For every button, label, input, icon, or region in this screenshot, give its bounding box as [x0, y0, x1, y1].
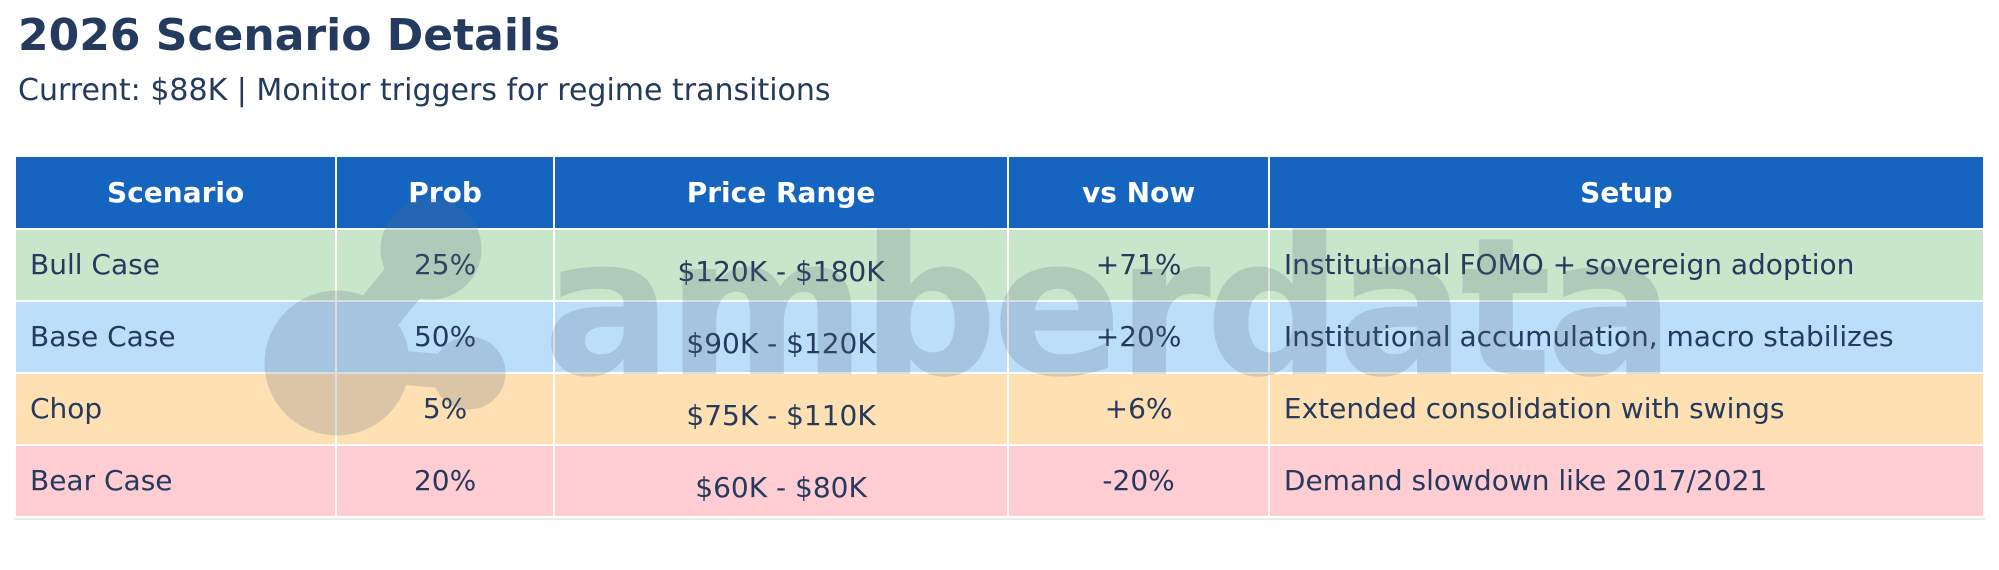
scenario-table: Scenario Prob Price Range vs Now Setup B…	[14, 155, 1985, 518]
scenario-table-container: Scenario Prob Price Range vs Now Setup B…	[14, 155, 1985, 518]
cell-price-range: $90K - $120K	[554, 301, 1008, 372]
column-header-scenario: Scenario	[16, 156, 336, 228]
cell-scenario: Bear Case	[16, 445, 336, 516]
cell-vs-now: -20%	[1009, 445, 1268, 516]
table-header-row: Scenario Prob Price Range vs Now Setup	[16, 156, 1983, 228]
table-row-base-case: Base Case 50% $90K - $120K +20% Institut…	[16, 301, 1983, 372]
page-subtitle: Current: $88K | Monitor triggers for reg…	[18, 73, 831, 109]
table-row-bull-case: Bull Case 25% $120K - $180K +71% Institu…	[16, 229, 1983, 300]
cell-prob: 5%	[337, 373, 553, 444]
cell-prob: 25%	[337, 229, 553, 300]
scenario-details-figure: 2026 Scenario Details Current: $88K | Mo…	[0, 10, 1999, 570]
column-header-setup: Setup	[1269, 156, 1983, 228]
price-range-value: $90K - $120K	[686, 327, 876, 361]
cell-vs-now: +6%	[1009, 373, 1268, 444]
cell-setup: Institutional FOMO + sovereign adoption	[1269, 229, 1983, 300]
cell-setup: Institutional accumulation, macro stabil…	[1269, 301, 1983, 372]
price-range-value: $60K - $80K	[695, 471, 867, 505]
column-header-price-range: Price Range	[554, 156, 1008, 228]
cell-prob: 50%	[337, 301, 553, 372]
cell-scenario: Bull Case	[16, 229, 336, 300]
cell-setup: Demand slowdown like 2017/2021	[1269, 445, 1983, 516]
table-row-chop: Chop 5% $75K - $110K +6% Extended consol…	[16, 373, 1983, 444]
table-row-bear-case: Bear Case 20% $60K - $80K -20% Demand sl…	[16, 445, 1983, 516]
cell-setup: Extended consolidation with swings	[1269, 373, 1983, 444]
column-header-prob: Prob	[337, 156, 553, 228]
cell-scenario: Chop	[16, 373, 336, 444]
price-range-value: $75K - $110K	[686, 399, 876, 433]
cell-prob: 20%	[337, 445, 553, 516]
cell-price-range: $60K - $80K	[554, 445, 1008, 516]
cell-price-range: $75K - $110K	[554, 373, 1008, 444]
cell-vs-now: +20%	[1009, 301, 1268, 372]
price-range-value: $120K - $180K	[677, 255, 885, 289]
column-header-vs-now: vs Now	[1009, 156, 1268, 228]
cell-scenario: Base Case	[16, 301, 336, 372]
cell-price-range: $120K - $180K	[554, 229, 1008, 300]
cell-vs-now: +71%	[1009, 229, 1268, 300]
page-title: 2026 Scenario Details	[18, 10, 561, 61]
